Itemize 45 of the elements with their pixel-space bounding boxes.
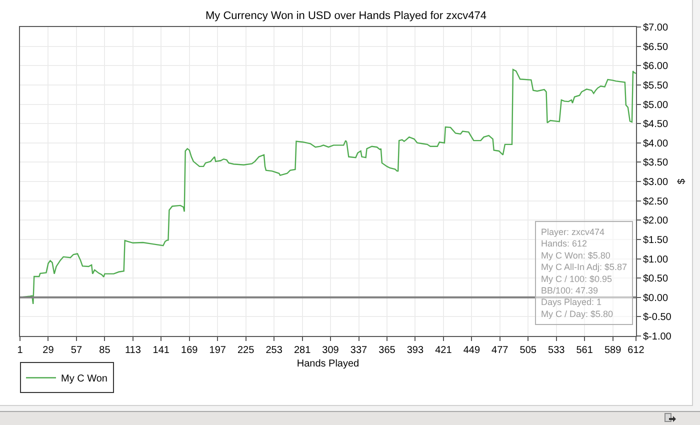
x-tick-label: 225 [237,345,255,356]
y-tick-label: $-1.00 [643,332,672,342]
annotation: Player: zxcv474 Hands: 612 My C Won: $5.80 My C All-In Adj: $5.87 My C / 100: $0.95 BB/100: 47.39 Days Played: 1 My C / Day: $5.80 [541,227,628,319]
chart-title: My Currency Won in USD over Hands Played for zxcv474 [205,10,487,22]
x-tick-label: 253 [266,345,283,356]
y-tick-label: $1.50 [643,234,668,246]
x-tick-label: 589 [604,345,622,356]
x-tick-label: 141 [152,345,170,356]
y-tick-label: $4.00 [643,138,668,150]
y-tick-label: $2.00 [643,216,668,227]
y-tick-label: $1.00 [643,254,668,266]
x-tick-label: 561 [576,345,594,356]
y-tick-label: $2.50 [643,196,668,208]
y-axis-title: $ [676,178,688,184]
y-tick-label: $3.50 [643,158,668,169]
x-tick-label: 421 [435,345,452,356]
y-tick-label: $0.50 [643,274,668,285]
x-tick-label: 533 [548,345,566,356]
x-tick-label: 57 [70,345,82,356]
x-tick-label: 505 [520,345,537,356]
x-tick-label: 477 [492,345,509,356]
x-tick-label: 281 [294,345,312,356]
x-tick-label: 29 [42,345,54,356]
y-tick-label: $6.00 [643,61,668,72]
x-tick-label: 449 [463,345,480,356]
x-tick-label: 113 [124,345,142,356]
y-tick-label: $7.00 [643,22,668,34]
x-tick-label: 393 [406,345,424,356]
y-tick-label: $6.50 [643,42,668,53]
x-tick-label: 337 [350,345,368,356]
x-axis-title: Hands Played [296,358,360,370]
x-tick-label: 365 [378,345,396,356]
y-tick-label: $5.50 [643,80,668,92]
x-tick-label: 197 [209,345,226,356]
x-tick-label: 85 [99,345,111,356]
y-tick-label: $5.00 [643,100,668,111]
y-tick-label: $3.00 [643,177,668,188]
x-tick-label: 169 [181,345,198,356]
y-tick-label: $0.00 [643,292,668,304]
x-tick-label: 1 [17,345,24,356]
y-tick-label: $-0.50 [643,312,672,324]
legend-label: My C Won [61,374,108,385]
x-tick-label: 309 [322,345,340,356]
y-tick-label: $4.50 [643,119,668,130]
x-tick-label: 612 [628,345,645,356]
